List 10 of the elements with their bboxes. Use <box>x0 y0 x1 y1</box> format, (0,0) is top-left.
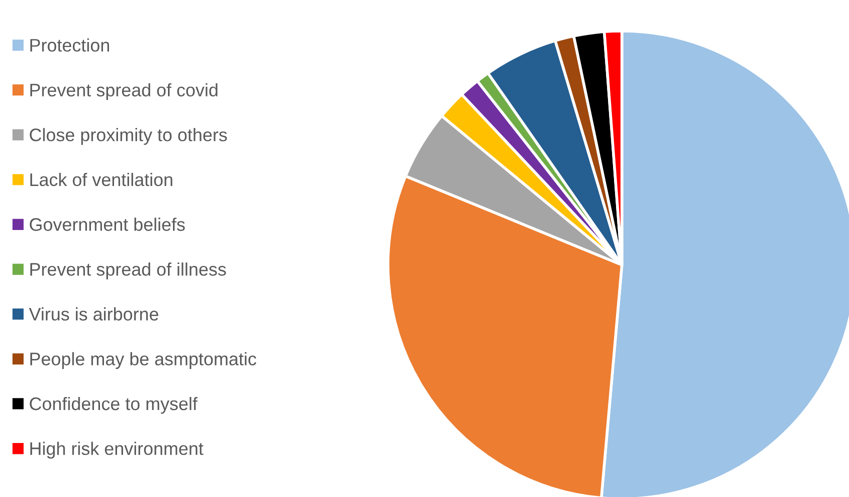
legend-label: Lack of ventilation <box>30 172 172 186</box>
legend-label: Government beliefs <box>30 218 185 231</box>
legend-label: High risk environment <box>30 442 204 459</box>
legend-label: Prevent spread of illness <box>30 262 226 280</box>
legend-label: Prevent spread of covid <box>30 83 218 100</box>
legend-label: Protection <box>30 38 110 52</box>
legend-label: People may be asmptomatic <box>30 352 256 369</box>
legend-label: Close proximity to others <box>30 128 227 145</box>
legend-label: Virus is airborne <box>28 307 158 321</box>
legend-label: Confidence to myself <box>30 396 198 414</box>
